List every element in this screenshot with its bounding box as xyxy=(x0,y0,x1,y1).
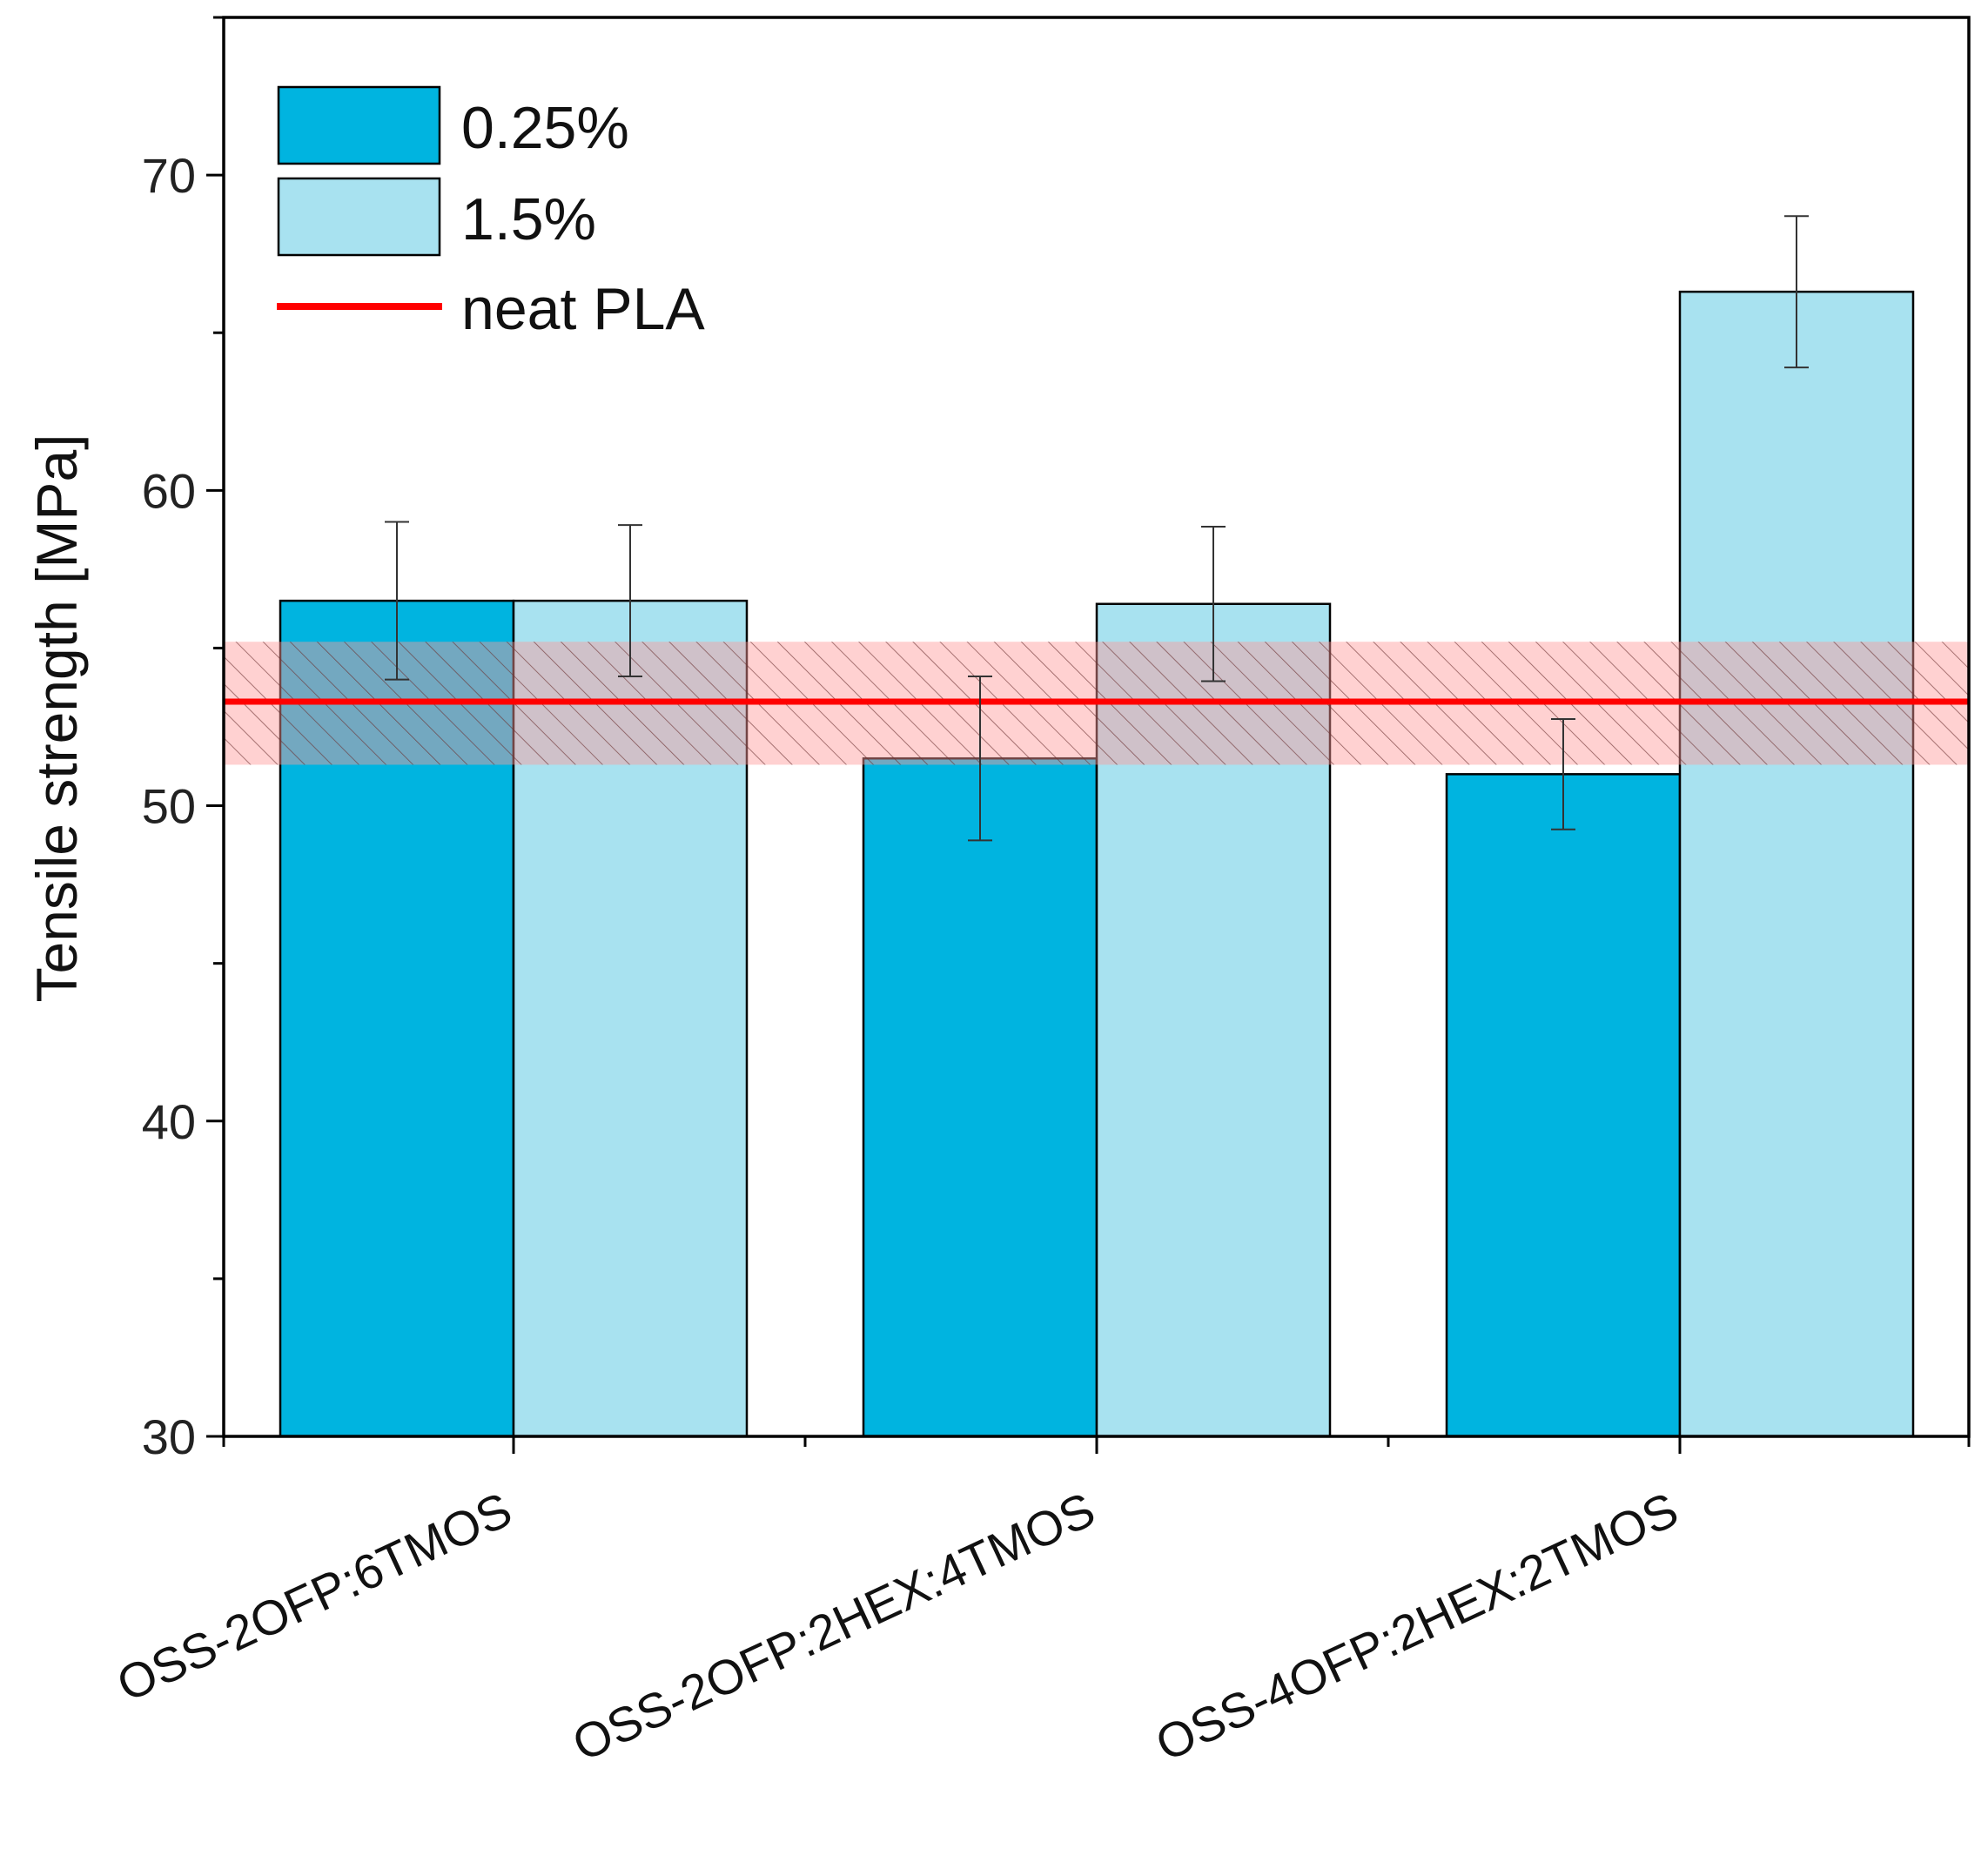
legend-label-0.25%: 0.25% xyxy=(461,95,629,161)
legend: 0.25% 1.5% neat PLA xyxy=(277,85,705,342)
error-bar-OSS-2OFP:2HEX:4TMOS-1.5% xyxy=(1201,525,1226,682)
legend-swatch-1.5% xyxy=(277,177,441,257)
x-tick-label-OSS-2OFP:6TMOS: OSS-2OFP:6TMOS xyxy=(109,1482,520,1712)
legend-swatch-0.25% xyxy=(277,85,441,165)
bar-OSS-2OFP:2HEX:4TMOS-0.25% xyxy=(862,756,1098,1438)
legend-label-1.5%: 1.5% xyxy=(461,186,596,252)
y-axis-title: Tensile strength [MPa] xyxy=(24,434,89,1003)
bar-OSS-4OFP:2HEX:2TMOS-0.25% xyxy=(1445,773,1682,1438)
y-tick-label: 60 xyxy=(142,463,196,518)
y-tick-label: 70 xyxy=(142,148,196,203)
legend-label-neat-pla: neat PLA xyxy=(461,276,705,342)
error-bar-OSS-4OFP:2HEX:2TMOS-0.25% xyxy=(1551,717,1575,830)
error-bar-OSS-2OFP:2HEX:4TMOS-0.25% xyxy=(968,676,992,842)
y-tick-label: 40 xyxy=(142,1094,196,1149)
y-tick-label: 50 xyxy=(142,779,196,834)
error-bar-OSS-2OFP:6TMOS-0.25% xyxy=(385,521,409,681)
x-tick-label-OSS-2OFP:2HEX:4TMOS: OSS-2OFP:2HEX:4TMOS xyxy=(564,1482,1103,1772)
error-bar-OSS-2OFP:6TMOS-1.5% xyxy=(618,524,642,678)
y-tick-label: 30 xyxy=(142,1409,196,1464)
x-tick-label-OSS-4OFP:2HEX:2TMOS: OSS-4OFP:2HEX:2TMOS xyxy=(1147,1482,1686,1772)
error-bar-OSS-4OFP:2HEX:2TMOS-1.5% xyxy=(1784,215,1809,369)
bar-OSS-4OFP:2HEX:2TMOS-1.5% xyxy=(1678,290,1915,1438)
